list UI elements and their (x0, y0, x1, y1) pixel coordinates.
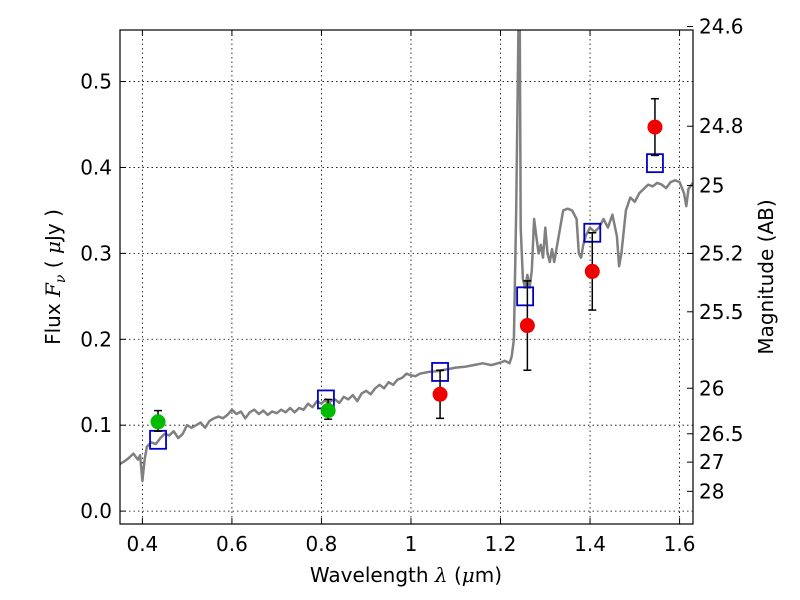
y2-tick-label: 24.8 (699, 114, 744, 138)
observed-flux-markers (150, 97, 663, 432)
grid-lines (120, 30, 693, 524)
y-tick-label: 0.0 (80, 499, 112, 523)
x-tick-label: 1.4 (574, 532, 606, 556)
y2-tick-label: 25 (699, 174, 724, 198)
x-tick-label: 0.4 (126, 532, 158, 556)
y2-axis-label: Magnitude (AB) (754, 199, 778, 354)
spectrum-line (120, 30, 693, 483)
plot-frame (119, 29, 694, 525)
model-flux-square (646, 153, 664, 174)
observed-flux-point (584, 263, 600, 279)
plot-area (120, 30, 693, 483)
y-tick-label: 0.5 (80, 70, 112, 94)
y2-tick-label: 25.5 (699, 300, 744, 324)
x-tick-label: 1.6 (664, 532, 696, 556)
observed-flux-point (150, 414, 166, 430)
x-tick-label: 1.2 (485, 532, 517, 556)
y2-tick-label: 26 (699, 376, 724, 400)
y-tick-label: 0.4 (80, 155, 112, 179)
model-flux-markers (149, 153, 664, 450)
model-flux-square (516, 286, 535, 307)
y2-tick-label: 28 (699, 479, 724, 503)
observed-flux-point (320, 403, 336, 419)
x-tick-label: 0.6 (216, 532, 248, 556)
y-axis-label: Flux Fν ( μJy ) (41, 209, 69, 345)
y-tick-label: 0.2 (80, 327, 112, 351)
y2-tick-label: 27 (699, 450, 724, 474)
x-axis-label: Wavelength λ (μm) (310, 563, 502, 587)
x-tick-label: 0.8 (306, 532, 338, 556)
observed-flux-point (647, 119, 663, 135)
y-tick-label: 0.1 (80, 413, 112, 437)
y-tick-label: 0.3 (80, 241, 112, 265)
y2-tick-label: 24.6 (699, 15, 744, 39)
axis-ticks: 0.4 0.6 0.8 1 1.2 1.4 1.6 0.0 0.1 0.2 0.3 0.4 0.5 24.… (80, 15, 743, 556)
y2-tick-label: 26.5 (699, 422, 744, 446)
observed-flux-point (519, 318, 535, 334)
y2-tick-label: 25.2 (699, 241, 744, 265)
observed-flux-point (432, 386, 448, 402)
x-tick-label: 1 (405, 532, 418, 556)
